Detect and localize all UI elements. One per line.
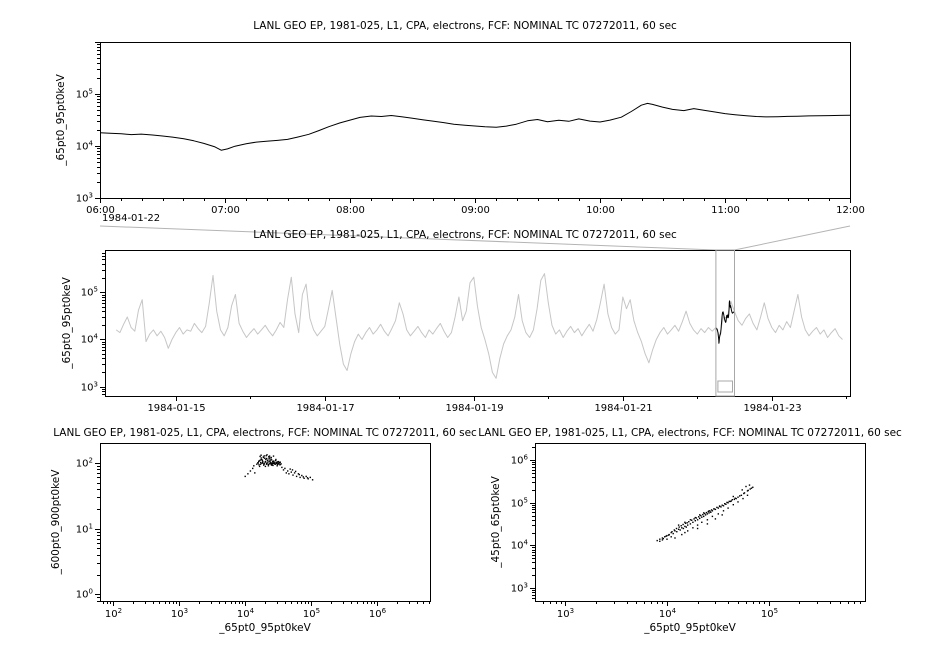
svg-text:102: 102 bbox=[105, 607, 122, 620]
svg-text:101: 101 bbox=[76, 523, 93, 536]
svg-text:105: 105 bbox=[511, 497, 528, 510]
svg-text:1984-01-15: 1984-01-15 bbox=[147, 403, 205, 414]
svg-text:105: 105 bbox=[761, 607, 778, 620]
svg-text:105: 105 bbox=[76, 88, 93, 101]
svg-text:103: 103 bbox=[81, 381, 98, 394]
x-axis-label-scatter-left[interactable]: _65pt0_95pt0keV bbox=[219, 622, 311, 634]
svg-text:104: 104 bbox=[81, 333, 99, 346]
svg-text:106: 106 bbox=[511, 454, 529, 467]
y-axis-label-scatter-left[interactable]: _600pt0_900pt0keV bbox=[50, 469, 62, 575]
svg-text:103: 103 bbox=[171, 607, 188, 620]
svg-text:08:00: 08:00 bbox=[336, 205, 365, 216]
svg-text:10:00: 10:00 bbox=[586, 205, 615, 216]
context-connector-lines bbox=[99, 225, 851, 251]
timeseries-zoom-panel[interactable]: 103 104 105 06:00 07:00 08:00 09:00 10:00 11:00 1… bbox=[76, 42, 865, 217]
svg-text:09:00: 09:00 bbox=[461, 205, 490, 216]
svg-text:1984-01-21: 1984-01-21 bbox=[594, 403, 652, 414]
svg-text:105: 105 bbox=[81, 286, 98, 299]
y-axis-label-timeseries-context[interactable]: _65pt0_95pt0keV bbox=[61, 277, 73, 369]
svg-text:1984-01-17: 1984-01-17 bbox=[296, 403, 354, 414]
timeseries-context-panel[interactable]: 103 104 105 1984-01-15 1984-01-17 1984-01-19 1… bbox=[81, 250, 851, 415]
svg-text:11:00: 11:00 bbox=[711, 205, 740, 216]
svg-text:104: 104 bbox=[237, 607, 255, 620]
panel-title-timeseries-context: LANL GEO EP, 1981-025, L1, CPA, electron… bbox=[253, 229, 677, 241]
svg-text:06:00: 06:00 bbox=[86, 205, 115, 216]
panel-title-timeseries-zoom: LANL GEO EP, 1981-025, L1, CPA, electron… bbox=[253, 20, 677, 32]
date-annotation: 1984-01-22 bbox=[102, 213, 161, 224]
svg-text:1984-01-19: 1984-01-19 bbox=[445, 403, 503, 414]
y-axis-label-scatter-right[interactable]: _45pt0_65pt0keV bbox=[490, 476, 502, 568]
svg-text:102: 102 bbox=[76, 457, 93, 470]
svg-text:103: 103 bbox=[76, 192, 93, 205]
panel-title-scatter-left: LANL GEO EP, 1981-025, L1, CPA, electron… bbox=[53, 427, 477, 439]
svg-text:07:00: 07:00 bbox=[211, 205, 240, 216]
x-axis-label-scatter-right[interactable]: _65pt0_95pt0keV bbox=[644, 622, 736, 634]
y-axis-label-timeseries-zoom[interactable]: _65pt0_95pt0keV bbox=[55, 74, 67, 166]
svg-text:100: 100 bbox=[76, 588, 93, 601]
panel-title-scatter-right: LANL GEO EP, 1981-025, L1, CPA, electron… bbox=[478, 427, 902, 439]
svg-text:105: 105 bbox=[303, 607, 320, 620]
svg-text:106: 106 bbox=[369, 607, 387, 620]
svg-text:103: 103 bbox=[557, 607, 574, 620]
svg-text:104: 104 bbox=[76, 140, 94, 153]
scatter-left-panel[interactable]: 100 101 102 102 103 104 105 106 bbox=[76, 443, 431, 621]
svg-text:12:00: 12:00 bbox=[836, 205, 865, 216]
svg-text:1984-01-23: 1984-01-23 bbox=[743, 403, 801, 414]
svg-text:104: 104 bbox=[659, 607, 677, 620]
svg-text:103: 103 bbox=[511, 582, 528, 595]
selection-box[interactable] bbox=[715, 249, 736, 397]
scatter-right-panel[interactable]: 103 104 105 106 103 104 105 bbox=[511, 443, 866, 621]
svg-text:104: 104 bbox=[511, 539, 529, 552]
